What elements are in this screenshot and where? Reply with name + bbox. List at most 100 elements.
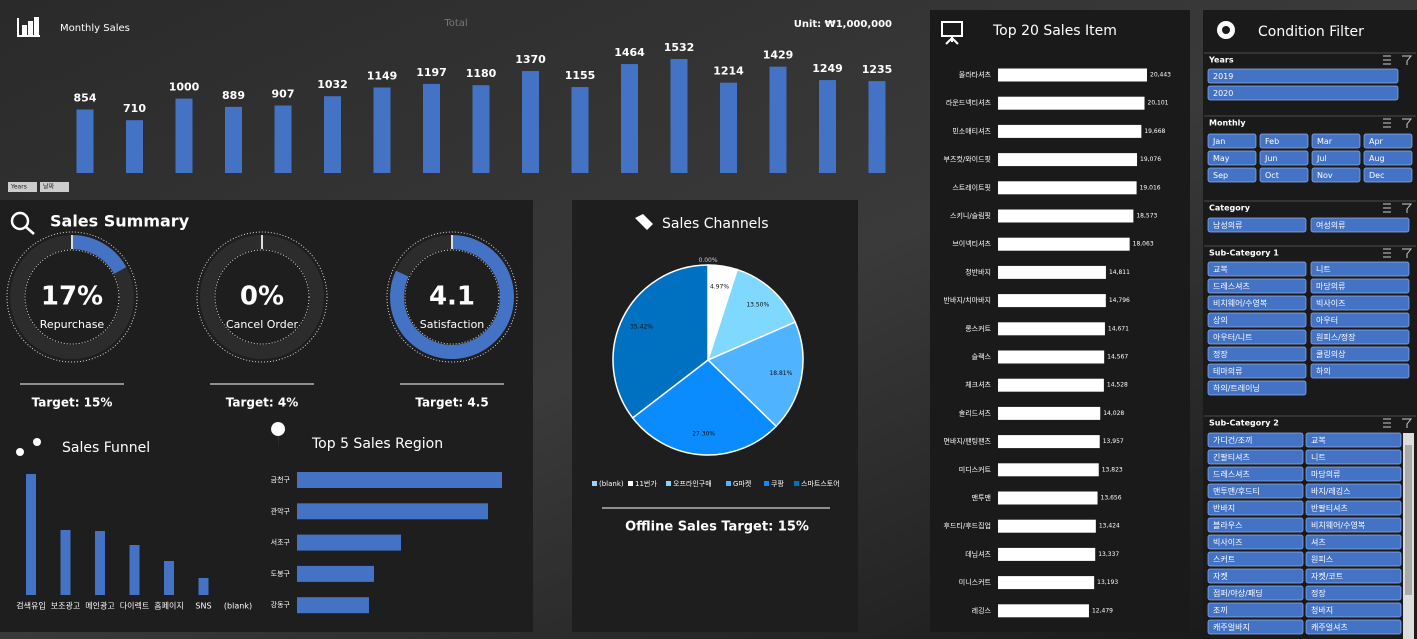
- slicer-item: Feb: [1265, 137, 1279, 146]
- slicer-button[interactable]: [1310, 217, 1410, 233]
- slicer-button[interactable]: [1311, 150, 1361, 166]
- slicer-button[interactable]: [1207, 500, 1304, 516]
- slicer-item: 아우터: [1316, 315, 1338, 325]
- slicer-button[interactable]: [1363, 150, 1413, 166]
- funnel-bar: [129, 545, 140, 595]
- slicer-item: Sep: [1213, 171, 1228, 180]
- slicer-item: 자켓/코트: [1311, 571, 1343, 581]
- slicer-button[interactable]: [1305, 500, 1402, 516]
- slicer-button[interactable]: [1207, 68, 1399, 84]
- slicer-bg: [1204, 52, 1416, 54]
- unit-label: Unit: ₩1,000,000: [794, 19, 892, 30]
- slicer-button[interactable]: [1305, 602, 1402, 618]
- slicer-button[interactable]: [1207, 329, 1307, 345]
- item-value: 20,101: [1148, 100, 1169, 107]
- pie-label: 27.30%: [692, 430, 715, 437]
- slicer-button[interactable]: [1207, 585, 1304, 601]
- item-label: 반바지/치마바지: [944, 296, 991, 305]
- slicer-button[interactable]: [1207, 133, 1257, 149]
- slicer-button[interactable]: [1207, 380, 1307, 396]
- pie-label: 4.97%: [710, 283, 729, 290]
- slicer-item: 정장: [1311, 588, 1326, 598]
- slicer-button[interactable]: [1207, 534, 1304, 550]
- slicer-button[interactable]: [1305, 585, 1402, 601]
- slicer-button[interactable]: [1305, 432, 1402, 448]
- region-label: 관악구: [271, 506, 291, 515]
- slicer-button[interactable]: [1305, 483, 1402, 499]
- slicer-button[interactable]: [1207, 363, 1307, 379]
- region-label: 금천구: [271, 475, 291, 484]
- slicer-button[interactable]: [1305, 568, 1402, 584]
- slicer-button[interactable]: [1207, 217, 1307, 233]
- slicer-button[interactable]: [1363, 167, 1413, 183]
- slicer-button[interactable]: [1310, 278, 1410, 294]
- item-label: 미디스커트: [959, 465, 992, 474]
- slicer-button[interactable]: [1207, 295, 1307, 311]
- slicer-button[interactable]: [1207, 551, 1304, 567]
- month-bar: [126, 120, 143, 173]
- slicer-item: 바지/레깅스: [1311, 486, 1351, 496]
- slicer-button[interactable]: [1311, 167, 1361, 183]
- slicer-item: 교복: [1311, 436, 1326, 445]
- slicer-button[interactable]: [1207, 432, 1304, 448]
- slicer-button[interactable]: [1207, 85, 1399, 101]
- slicer-button[interactable]: [1207, 619, 1304, 635]
- slicer-button[interactable]: [1305, 517, 1402, 533]
- filter-button[interactable]: [8, 182, 37, 192]
- slicer-button[interactable]: [1310, 295, 1410, 311]
- slicer-button[interactable]: [1207, 602, 1304, 618]
- item-label: 체크셔츠: [965, 380, 991, 389]
- month-bar: [274, 105, 292, 173]
- slicer-button[interactable]: [1305, 466, 1402, 482]
- item-value: 13,424: [1099, 523, 1120, 530]
- slicer-icon: [1383, 418, 1413, 428]
- item-bar: [998, 237, 1130, 251]
- gauge-value: 17%: [41, 282, 103, 312]
- slicer-button[interactable]: [1310, 346, 1410, 362]
- slicer-button[interactable]: [1363, 133, 1413, 149]
- slicer-button[interactable]: [1207, 278, 1307, 294]
- item-label: 청반바지: [965, 267, 991, 276]
- slicer-item: Nov: [1317, 171, 1333, 180]
- slicer-button[interactable]: [1305, 619, 1402, 635]
- funnel-title: Sales Funnel: [62, 440, 150, 456]
- slicer-button[interactable]: [1259, 167, 1309, 183]
- slicer-button[interactable]: [1311, 133, 1361, 149]
- slicer-button[interactable]: [1310, 312, 1410, 328]
- monthly-subtitle: Total: [443, 18, 467, 29]
- slicer-button[interactable]: [1305, 551, 1402, 567]
- legend-label: 쿠팡: [771, 479, 784, 488]
- month-value: 1197: [416, 66, 447, 79]
- slicer-item: 비치웨어/수영복: [1213, 298, 1267, 308]
- slicer-button[interactable]: [1207, 346, 1307, 362]
- slicer-button[interactable]: [1310, 261, 1410, 277]
- slicer-button[interactable]: [1207, 449, 1304, 465]
- slicer-button[interactable]: [1305, 449, 1402, 465]
- slicer-button[interactable]: [1259, 133, 1309, 149]
- month-bar: [670, 59, 688, 173]
- slicer-button[interactable]: [1207, 483, 1304, 499]
- slicer-button[interactable]: [1207, 167, 1257, 183]
- item-label: 맨투맨: [972, 493, 991, 502]
- slicer-button[interactable]: [1207, 466, 1304, 482]
- gauge-outline: [386, 231, 518, 363]
- slicer-button[interactable]: [1207, 150, 1257, 166]
- slicer-bg: [1204, 200, 1416, 202]
- region-bar: [297, 534, 401, 551]
- slicer-button[interactable]: [1310, 329, 1410, 345]
- item-label: 스트레이트핏: [952, 183, 991, 192]
- filter-button[interactable]: [40, 182, 69, 192]
- slicer-title: Sub-Category 2: [1209, 419, 1279, 428]
- gauge-inner: [214, 249, 310, 345]
- gauge-target: Target: 15%: [32, 396, 113, 410]
- slicer-button[interactable]: [1207, 517, 1304, 533]
- item-label: 데님셔츠: [965, 549, 991, 558]
- slicer-button[interactable]: [1310, 363, 1410, 379]
- slicer-button[interactable]: [1207, 568, 1304, 584]
- slicer-button[interactable]: [1259, 150, 1309, 166]
- slicer-button[interactable]: [1305, 534, 1402, 550]
- month-bar: [225, 106, 242, 173]
- gauge-value: 0%: [240, 282, 284, 312]
- slicer-button[interactable]: [1207, 261, 1307, 277]
- slicer-button[interactable]: [1207, 312, 1307, 328]
